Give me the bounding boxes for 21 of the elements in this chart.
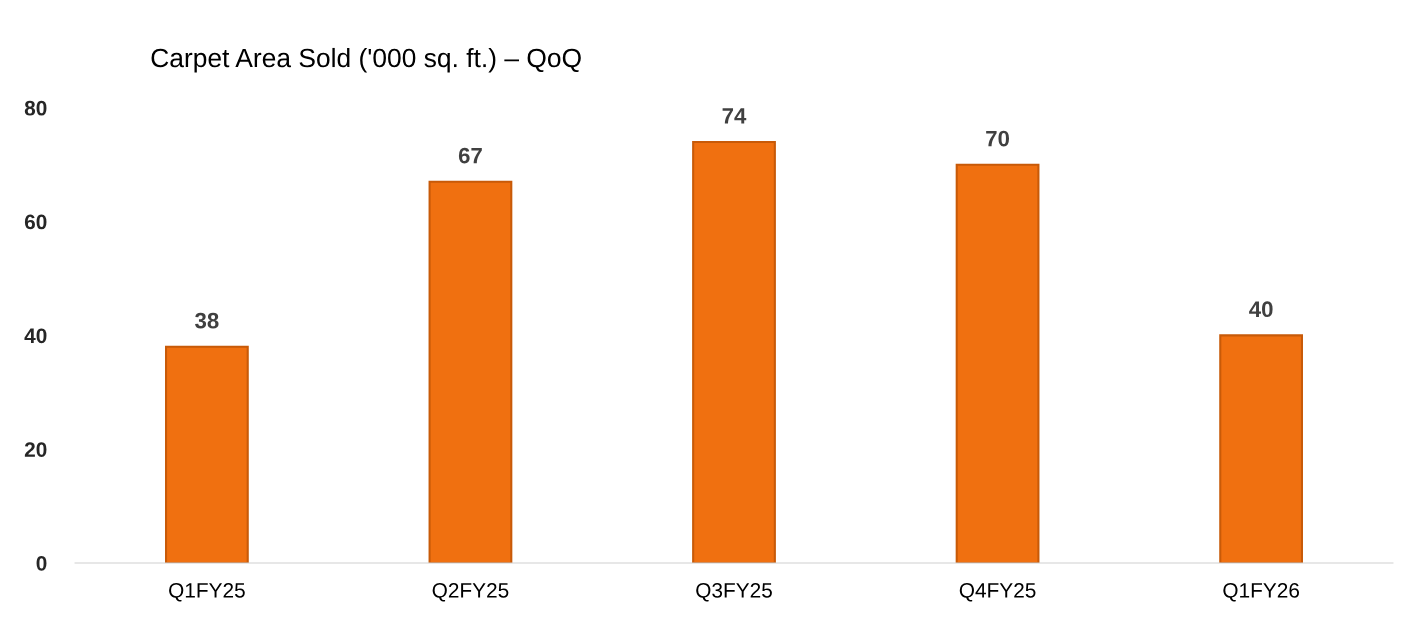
bar [692,140,776,563]
x-tick-label: Q4FY25 [959,582,1036,602]
y-tick-label: 0 [36,555,47,571]
bar [164,345,249,563]
x-tick-label: Q2FY25 [432,582,509,602]
x-tick-label: Q1FY26 [1223,582,1300,602]
y-tick-label: 60 [24,214,47,230]
bar [428,180,513,563]
data-label: 67 [458,147,482,164]
bar [1219,334,1304,563]
chart-title: Carpet Area Sold ('000 sq. ft.) – QoQ [151,47,581,73]
data-label: 40 [1249,301,1273,318]
data-label: 74 [722,108,747,124]
x-tick-label: Q3FY25 [696,582,772,602]
data-label: 70 [986,130,1010,147]
data-label: 38 [195,312,219,329]
x-tick-label: Q1FY25 [169,582,245,602]
y-tick-label: 20 [24,442,47,457]
y-tick-label: 40 [24,328,47,344]
y-tick-label: 80 [24,100,47,116]
bar [955,163,1040,563]
